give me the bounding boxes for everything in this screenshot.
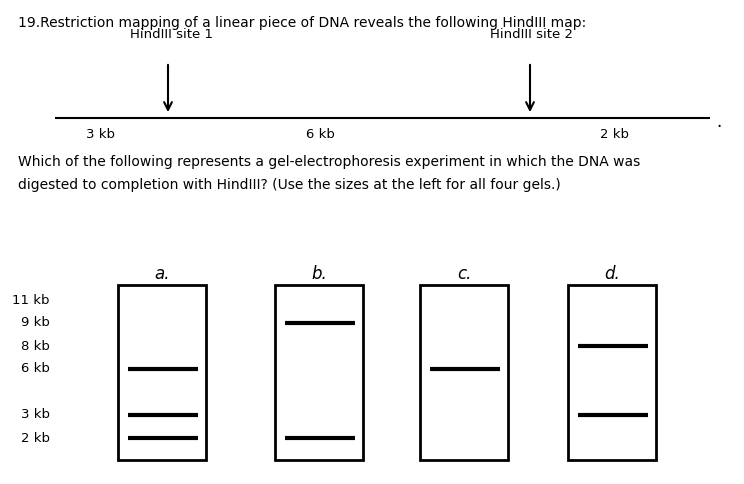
- Text: 3 kb: 3 kb: [21, 408, 50, 422]
- Text: 11 kb: 11 kb: [13, 293, 50, 306]
- Bar: [275, 285, 363, 460]
- Text: .: .: [716, 113, 721, 131]
- Text: 6 kb: 6 kb: [306, 128, 335, 141]
- Bar: [568, 285, 656, 460]
- Bar: [118, 285, 206, 460]
- Text: 3 kb: 3 kb: [86, 128, 115, 141]
- Text: 2 kb: 2 kb: [21, 432, 50, 444]
- Text: HindIII site 2: HindIII site 2: [490, 28, 573, 41]
- Text: digested to completion with HindIII? (Use the sizes at the left for all four gel: digested to completion with HindIII? (Us…: [18, 178, 561, 192]
- Text: 6 kb: 6 kb: [21, 363, 50, 376]
- Text: d.: d.: [604, 265, 620, 283]
- Text: 19.Restriction mapping of a linear piece of DNA reveals the following HindIII ma: 19.Restriction mapping of a linear piece…: [18, 16, 586, 30]
- Text: 9 kb: 9 kb: [21, 317, 50, 330]
- Text: c.: c.: [457, 265, 471, 283]
- Text: b.: b.: [311, 265, 327, 283]
- Text: 8 kb: 8 kb: [21, 339, 50, 352]
- Text: HindIII site 1: HindIII site 1: [130, 28, 213, 41]
- Text: 2 kb: 2 kb: [600, 128, 629, 141]
- Text: a.: a.: [154, 265, 170, 283]
- Bar: [420, 285, 508, 460]
- Text: Which of the following represents a gel-electrophoresis experiment in which the : Which of the following represents a gel-…: [18, 155, 641, 169]
